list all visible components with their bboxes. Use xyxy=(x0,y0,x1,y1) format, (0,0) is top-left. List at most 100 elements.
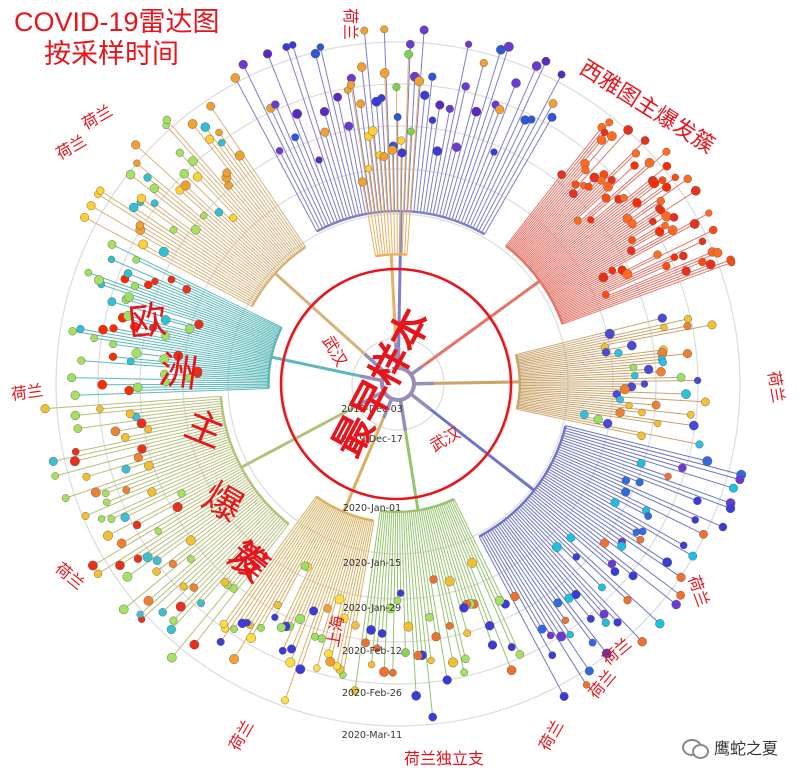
tip-node xyxy=(110,426,121,437)
tip-node xyxy=(651,400,661,410)
branch-line xyxy=(404,511,417,696)
branch-line xyxy=(271,355,361,378)
branch-line xyxy=(350,78,373,214)
tip-node xyxy=(51,472,59,480)
tip-node xyxy=(485,621,495,631)
branch-line xyxy=(558,446,698,502)
tip-node xyxy=(644,364,654,375)
branch-line xyxy=(141,503,268,620)
tip-node xyxy=(368,126,378,136)
branch-line xyxy=(270,107,326,228)
branch-line xyxy=(141,197,265,288)
branch-line xyxy=(371,511,387,665)
tip-node xyxy=(173,350,184,361)
branch-line xyxy=(543,208,660,287)
branch-line xyxy=(162,507,271,613)
tip-node xyxy=(640,380,649,388)
branch-line xyxy=(539,218,628,282)
branch-line xyxy=(192,160,287,263)
tip-node xyxy=(380,25,389,34)
tip-node xyxy=(537,624,547,634)
tip-node xyxy=(569,189,578,198)
branch-line xyxy=(383,511,393,672)
branch-line xyxy=(136,352,270,370)
tip-node xyxy=(107,255,116,264)
branch-line xyxy=(499,523,559,604)
tip-node xyxy=(662,557,673,568)
branch-line xyxy=(92,474,246,566)
branch-line xyxy=(432,44,470,215)
branch-line xyxy=(435,506,468,605)
branch-line xyxy=(550,464,649,517)
branch-line xyxy=(562,262,732,325)
tip-node xyxy=(109,324,118,333)
branch-line xyxy=(113,343,270,367)
branch-line xyxy=(90,205,256,302)
tip-node xyxy=(541,56,551,66)
branch-line xyxy=(94,337,271,366)
branch-line xyxy=(534,488,605,544)
tip-node xyxy=(118,604,129,615)
tip-node xyxy=(619,193,628,202)
tip-node xyxy=(396,589,405,597)
branch-line xyxy=(134,326,272,357)
date-labels: 2019-Dec-03 2019-Dec-17 2020-Jan-01 2020-Ja… xyxy=(341,404,403,741)
tip-node xyxy=(160,315,171,325)
branch-line xyxy=(542,223,633,286)
tip-node xyxy=(653,419,662,428)
tip-node xyxy=(101,489,110,498)
tip-node xyxy=(98,324,108,335)
tip-node xyxy=(607,559,617,568)
branch-line xyxy=(441,504,493,646)
tip-node xyxy=(167,275,176,284)
tip-node xyxy=(397,148,407,158)
branch-line xyxy=(221,142,301,251)
branch-line xyxy=(314,515,356,637)
branch-line xyxy=(225,177,293,258)
branch-line xyxy=(516,333,610,357)
branch-line xyxy=(518,177,595,258)
branch-line xyxy=(463,151,495,225)
tip-node xyxy=(144,460,154,471)
branch-line xyxy=(148,284,278,337)
branch-line xyxy=(267,53,335,224)
branch-line xyxy=(521,503,577,558)
tip-node xyxy=(702,456,713,467)
branch-line xyxy=(519,376,682,382)
tip-node xyxy=(325,656,336,667)
branch-line xyxy=(565,425,708,462)
branch-line xyxy=(140,201,264,290)
branch-line xyxy=(323,111,354,218)
tip-node xyxy=(206,101,215,111)
tip-node xyxy=(224,181,233,190)
branch-line xyxy=(173,512,277,621)
tip-node xyxy=(479,58,488,68)
tip-node xyxy=(133,554,143,563)
branch-line xyxy=(517,406,608,424)
tip-node xyxy=(531,61,542,71)
branch-line xyxy=(289,513,349,663)
branch-line xyxy=(519,384,632,388)
branch-line xyxy=(379,155,389,255)
tip-node xyxy=(636,535,645,544)
annotation-nl-3: 荷兰 xyxy=(10,381,44,404)
branch-line xyxy=(126,448,233,491)
branch-line xyxy=(157,476,247,532)
branch-line xyxy=(147,177,271,280)
tip-node xyxy=(615,407,625,418)
branch-line xyxy=(80,328,271,363)
branch-line xyxy=(183,505,270,587)
branch-line xyxy=(381,511,391,634)
tip-node xyxy=(377,629,387,638)
tip-node xyxy=(88,560,98,571)
tip-node xyxy=(494,595,505,606)
branch-line xyxy=(165,335,272,359)
branch-line xyxy=(514,184,577,254)
branch-line xyxy=(552,459,704,535)
tip-node xyxy=(162,115,172,124)
branch-line xyxy=(234,77,318,232)
branch-line xyxy=(478,74,562,232)
branch-line xyxy=(439,147,458,217)
branch-line xyxy=(519,391,621,401)
branch-line xyxy=(343,519,368,619)
